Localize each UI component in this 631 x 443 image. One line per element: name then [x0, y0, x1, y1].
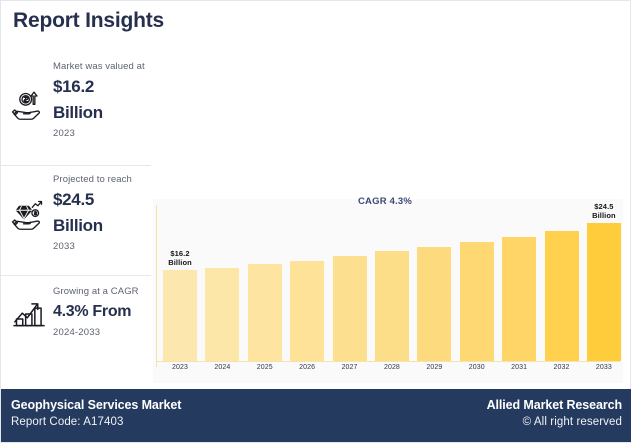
bar	[205, 268, 240, 361]
bar-column	[247, 215, 282, 361]
insight-value-line1: 4.3% From	[53, 303, 132, 320]
x-tick-label: 2029	[426, 364, 443, 371]
bar-column	[290, 215, 325, 361]
chart-x-tick-labels: 2023 2024 2025 2026 2027 2028 2029 2030 2031 2032…	[163, 364, 621, 378]
bar	[247, 264, 282, 361]
bar	[586, 223, 621, 361]
bar-column	[332, 215, 367, 361]
insight-card-market-value: Market was valued at $16.2 Billion 2023	[1, 53, 151, 165]
bar-column	[205, 215, 240, 361]
bar-value-label: $24.5 Billion	[592, 202, 616, 220]
hand-holding-diamond-growth-icon	[9, 196, 49, 236]
chart-y-axis-line	[156, 205, 157, 367]
bar	[290, 261, 325, 361]
x-tick-label: 2031	[511, 364, 528, 371]
insight-caption: Projected to reach	[53, 174, 132, 185]
chart-cagr-annotation: CAGR 4.3%	[358, 196, 413, 207]
hand-holding-dollar-growth-icon	[9, 86, 49, 126]
footer-company-name: Allied Market Research	[486, 398, 622, 412]
bar-chart-growth-arrow-icon	[9, 294, 49, 334]
x-tick-label: 2026	[299, 364, 316, 371]
footer-right: Allied Market Research © All right reser…	[487, 397, 622, 431]
insight-period: 2023	[53, 128, 75, 139]
insight-value-line1: $16.2	[53, 77, 95, 96]
bar-column	[502, 215, 537, 361]
page-title: Report Insights	[13, 9, 165, 32]
insight-caption: Growing at a CAGR	[53, 286, 139, 297]
bar	[417, 247, 452, 361]
bar-column	[417, 215, 452, 361]
footer-copyright: © All right reserved	[522, 416, 622, 428]
footer-bar: Geophysical Services Market Report Code:…	[1, 389, 631, 442]
bar	[332, 256, 367, 361]
footer-left: Geophysical Services Market Report Code:…	[11, 397, 181, 431]
chart-bars: $16.2 Billion $24.5 Billion	[163, 202, 621, 361]
bar	[544, 231, 579, 361]
x-tick-label: 2025	[256, 364, 273, 371]
bar-column	[374, 215, 409, 361]
footer-market-name: Geophysical Services Market	[11, 398, 182, 412]
insight-card-cagr: Growing at a CAGR 4.3% From 2024-2033	[1, 275, 151, 355]
x-tick-label: 2024	[214, 364, 231, 371]
insight-card-projected-value: Projected to reach $24.5 Billion 2033	[1, 165, 151, 275]
bar-column: $16.2 Billion	[163, 215, 197, 361]
insight-period: 2033	[53, 241, 75, 252]
x-tick-label: 2032	[553, 364, 570, 371]
insight-value-line2: Billion	[53, 216, 103, 235]
bar-value-label: $16.2 Billion	[168, 249, 192, 267]
bar-column	[544, 215, 579, 361]
x-tick-label: 2033	[595, 364, 612, 371]
x-tick-label: 2028	[383, 364, 400, 371]
bar-column: $24.5 Billion	[586, 202, 621, 361]
market-forecast-bar-chart: CAGR 4.3% $16.2 Billion $24.5 Billion 2023 2…	[153, 196, 623, 383]
x-tick-label: 2027	[341, 364, 358, 371]
insights-column: Market was valued at $16.2 Billion 2023	[1, 53, 151, 383]
bar	[163, 270, 197, 361]
insight-value-line1: $24.5	[53, 190, 95, 209]
bar	[459, 242, 494, 361]
insight-value-line2: Billion	[53, 103, 103, 122]
bar	[374, 251, 409, 361]
insight-caption: Market was valued at	[53, 61, 145, 72]
x-tick-label: 2023	[172, 364, 188, 371]
footer-report-code: Report Code: A17403	[11, 416, 124, 428]
insight-period: 2024-2033	[53, 327, 101, 338]
chart-x-axis-line	[156, 361, 620, 362]
x-tick-label: 2030	[468, 364, 485, 371]
bar-column	[459, 215, 494, 361]
bar	[502, 237, 537, 361]
